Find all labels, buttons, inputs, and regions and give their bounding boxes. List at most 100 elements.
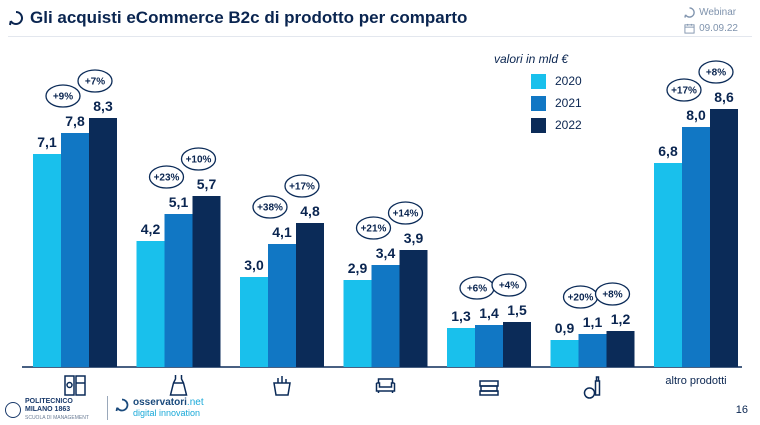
legend-swatch-2022: [531, 117, 546, 133]
bar-2022-1: [192, 196, 221, 367]
bar-2020-1: [136, 241, 165, 367]
growth-bubble-6-0: [666, 78, 702, 102]
value-label-2021-5: 1,1: [583, 314, 603, 330]
bar-2022-4: [503, 322, 531, 367]
osservatori-tagline: digital innovation: [133, 408, 201, 418]
growth-bubble-0-1: [77, 69, 113, 93]
growth-bubble-0-0: [45, 84, 81, 108]
legend-label-2021: 2021: [555, 96, 582, 110]
growth-label-0-1: +7%: [85, 77, 105, 88]
politecnico-city: MILANO 1863: [25, 406, 71, 413]
calendar-icon: [684, 23, 695, 34]
header-divider: [8, 36, 752, 37]
osservatori-ring-icon: [115, 398, 129, 412]
value-label-2020-0: 7,1: [37, 134, 57, 150]
growth-label-5-1: +8%: [602, 290, 622, 301]
politecnico-name: POLITECNICO: [25, 398, 73, 405]
osservatori-name: osservatori: [133, 397, 187, 408]
growth-bubble-6-1: [698, 60, 734, 84]
bar-2022-0: [89, 118, 117, 367]
politecnico-seal-icon: [5, 402, 21, 418]
growth-bubble-3-0: [355, 216, 392, 240]
value-label-2020-4: 1,3: [451, 308, 471, 324]
growth-label-1-0: +23%: [154, 173, 180, 184]
growth-bubble-1-1: [180, 147, 217, 171]
growth-bubble-2-1: [284, 174, 320, 198]
bar-2022-5: [606, 331, 635, 367]
legend-swatch-2020: [531, 73, 546, 89]
value-label-2021-2: 4,1: [272, 224, 292, 240]
legend-item-2022: 2022: [531, 114, 582, 136]
growth-label-1-1: +10%: [186, 155, 212, 166]
footer-divider: [107, 396, 108, 420]
legend-item-2020: 2020: [531, 70, 582, 92]
growth-label-6-0: +17%: [671, 86, 697, 97]
bar-2021-6: [682, 127, 710, 367]
growth-bubble-2-0: [252, 195, 288, 219]
value-label-2022-5: 1,2: [611, 311, 631, 327]
value-label-2020-2: 3,0: [244, 257, 264, 273]
growth-bubble-5-1: [594, 282, 631, 306]
sofa-icon: [375, 378, 396, 393]
page-number: 16: [735, 404, 748, 416]
growth-label-2-1: +17%: [289, 182, 315, 193]
legend-title: valori in mld €: [494, 52, 569, 66]
value-label-2022-6: 8,6: [714, 89, 734, 105]
value-label-2022-4: 1,5: [507, 302, 527, 318]
bar-2021-0: [61, 133, 89, 367]
growth-bubble-4-1: [491, 273, 527, 297]
value-label-2020-1: 4,2: [141, 221, 161, 237]
bar-2022-2: [296, 223, 324, 367]
bar-2020-6: [654, 163, 682, 367]
bar-2021-1: [164, 214, 193, 367]
books-icon: [479, 380, 499, 396]
growth-label-5-0: +20%: [568, 293, 594, 304]
legend: 2020 2021 2022: [531, 70, 582, 136]
politecnico-logo: POLITECNICO MILANO 1863 SCUOLA DI MANAGE…: [5, 398, 89, 422]
grocery-bag-icon: [273, 376, 291, 396]
value-label-2021-0: 7,8: [65, 113, 85, 129]
bar-2021-4: [475, 325, 503, 367]
value-label-2021-1: 5,1: [169, 194, 189, 210]
growth-label-3-0: +21%: [361, 224, 387, 235]
webinar-icon: [684, 6, 695, 18]
category-label-6: altro prodotti: [665, 375, 727, 387]
appliances-icon: [64, 375, 86, 396]
growth-label-6-1: +8%: [706, 68, 726, 79]
webinar-label: Webinar: [699, 6, 737, 18]
value-label-2021-3: 3,4: [376, 245, 396, 261]
legend-label-2022: 2022: [555, 118, 582, 132]
header-meta: Webinar 09.09.22: [684, 4, 738, 36]
dress-icon: [169, 375, 188, 396]
legend-item-2021: 2021: [531, 92, 582, 114]
growth-label-3-1: +14%: [393, 209, 419, 220]
bar-2020-3: [343, 280, 372, 367]
growth-label-4-0: +6%: [467, 284, 487, 295]
bar-2020-4: [447, 328, 475, 367]
value-label-2022-0: 8,3: [93, 98, 113, 114]
osservatori-logo: osservatori.net digital innovation: [115, 398, 204, 418]
bar-2021-2: [268, 244, 296, 367]
observatory-logo-icon: [9, 11, 23, 26]
growth-bubble-1-0: [148, 165, 185, 189]
bar-2020-2: [240, 277, 268, 367]
legend-label-2020: 2020: [555, 74, 582, 88]
growth-bubble-3-1: [387, 201, 424, 225]
growth-label-0-0: +9%: [53, 92, 73, 103]
value-label-2022-3: 3,9: [404, 230, 424, 246]
bar-2020-0: [33, 154, 61, 367]
bar-2021-3: [371, 265, 400, 367]
value-label-2020-6: 6,8: [658, 143, 678, 159]
value-label-2022-2: 4,8: [300, 203, 320, 219]
bar-2022-3: [399, 250, 428, 367]
cosmetics-icon: [583, 376, 601, 399]
osservatori-net: .net: [186, 397, 204, 408]
page-title: Gli acquisti eCommerce B2c di prodotto p…: [30, 8, 468, 27]
growth-label-2-0: +38%: [257, 203, 283, 214]
bar-2021-5: [578, 334, 607, 367]
bar-2020-5: [550, 340, 579, 367]
value-label-2020-3: 2,9: [348, 260, 368, 276]
politecnico-school: SCUOLA DI MANAGEMENT: [25, 415, 89, 421]
value-label-2020-5: 0,9: [555, 320, 575, 336]
